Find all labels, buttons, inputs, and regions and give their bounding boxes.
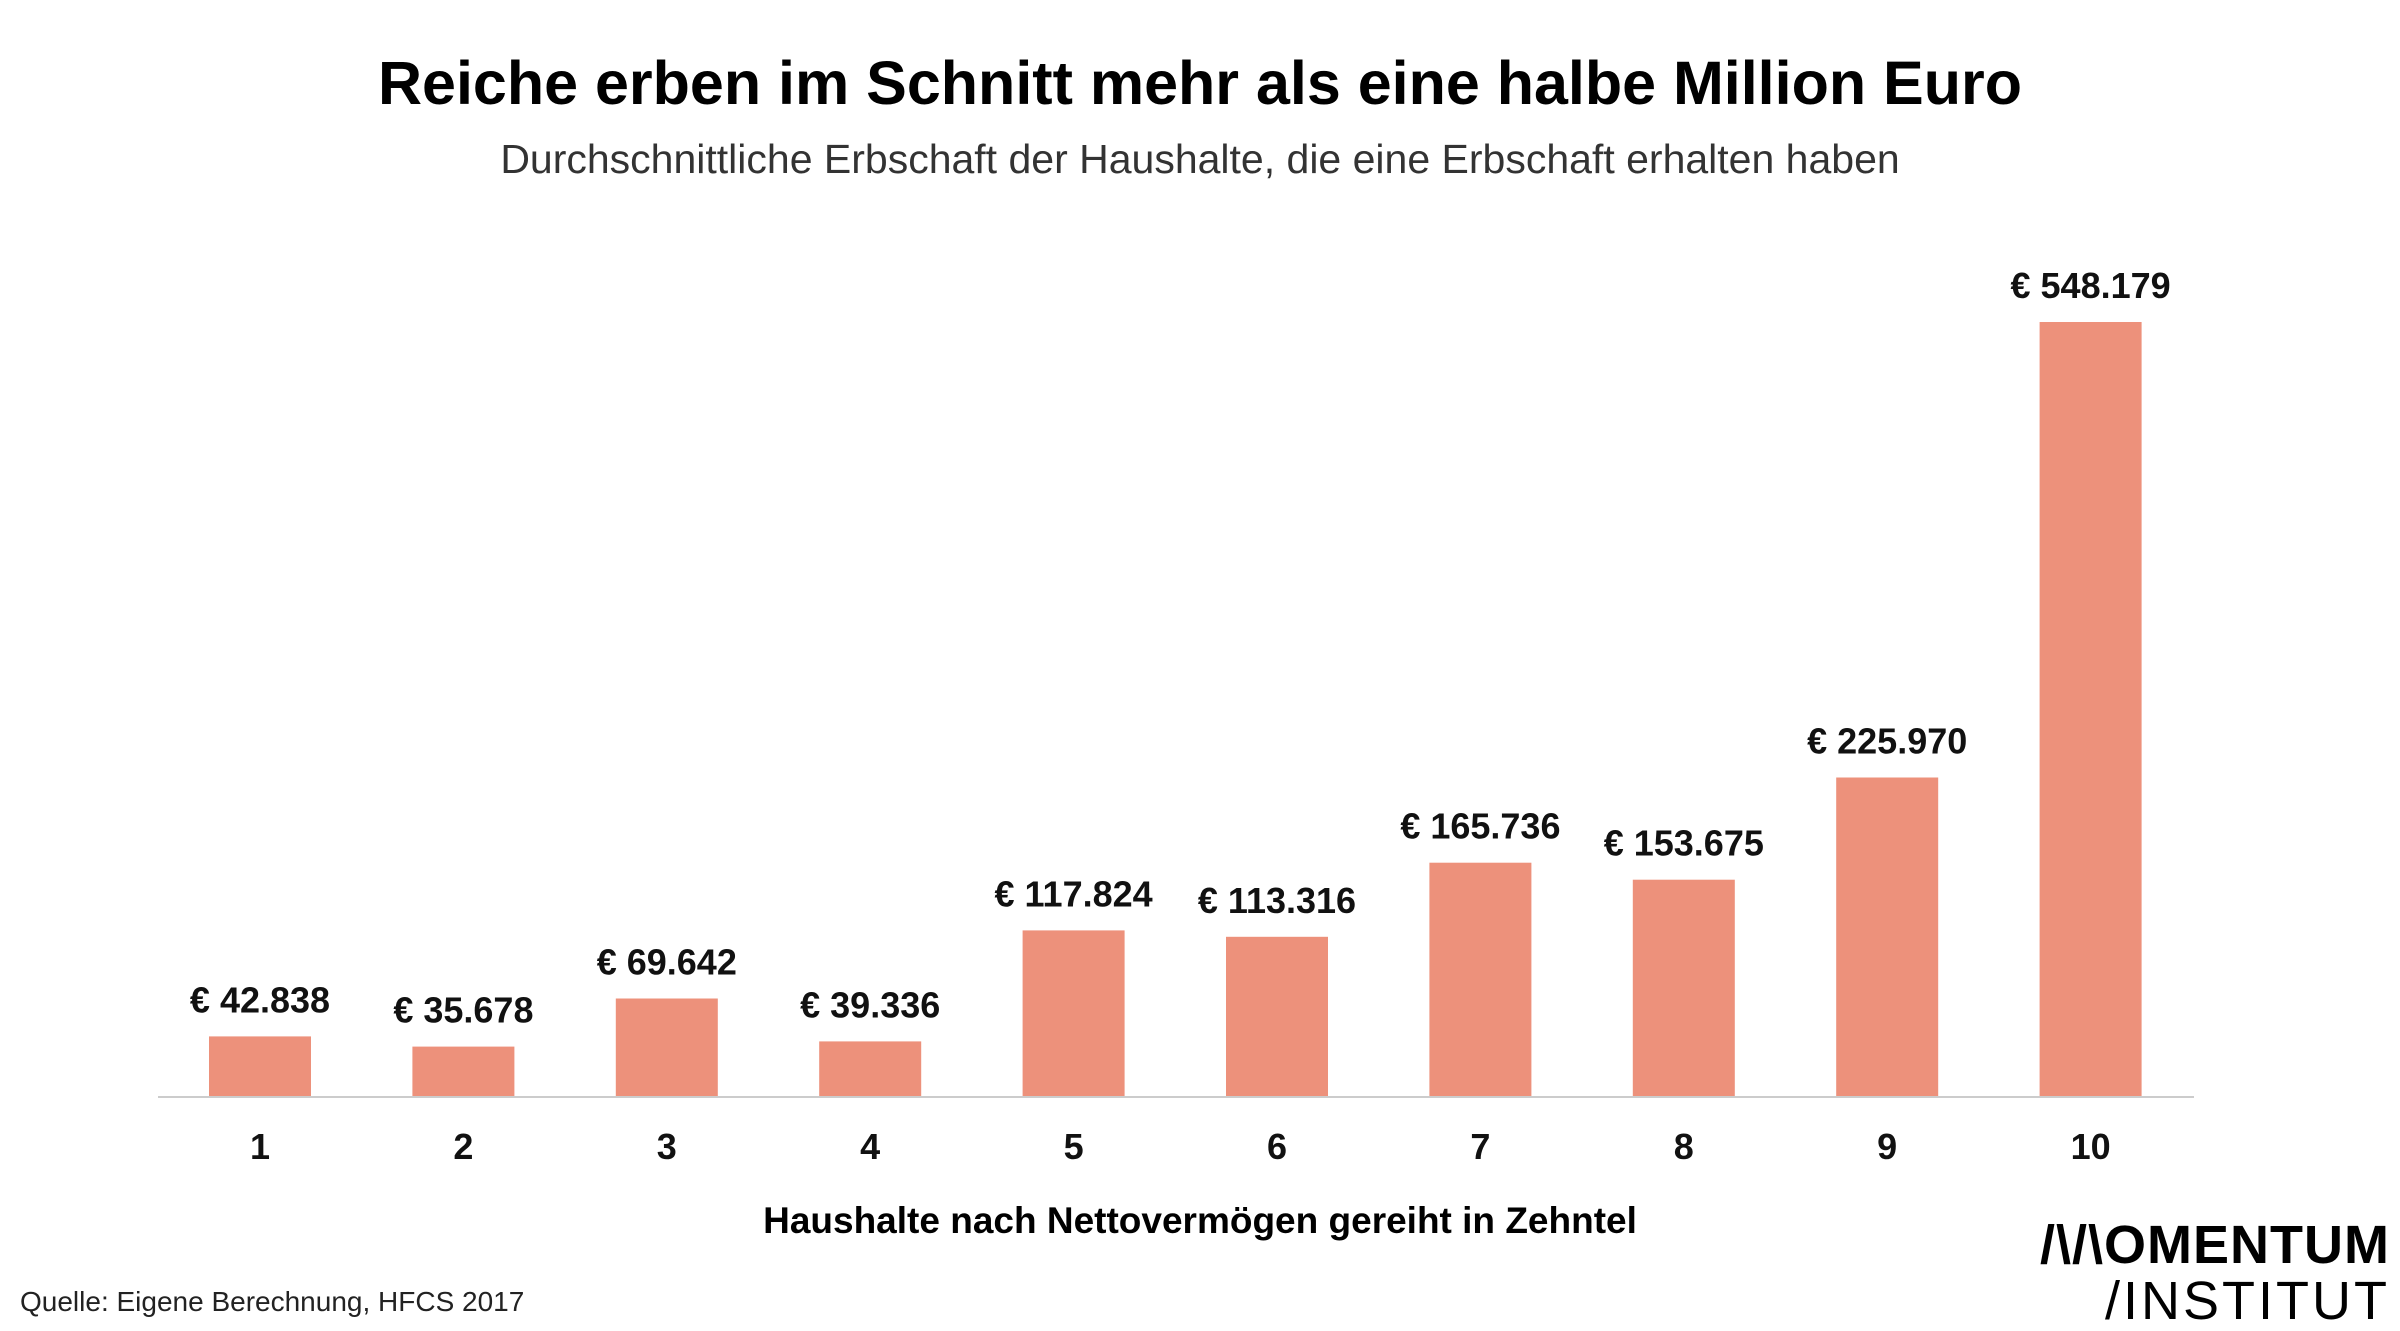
- bar-9: [1836, 777, 1939, 1097]
- bar-2: [412, 1046, 515, 1097]
- bar-7: [1429, 862, 1532, 1097]
- x-tick-3: 3: [657, 1126, 677, 1167]
- x-tick-9: 9: [1877, 1126, 1897, 1167]
- logo-line-2: /INSTITUT: [2105, 1271, 2390, 1331]
- data-label-6: € 113.316: [1198, 880, 1356, 921]
- bar-6: [1226, 936, 1328, 1097]
- source-note: Quelle: Eigene Berechnung, HFCS 2017: [20, 1286, 525, 1317]
- data-label-7: € 165.736: [1400, 806, 1560, 847]
- x-axis-label: Haushalte nach Nettovermögen gereiht in …: [763, 1200, 1637, 1241]
- bar-3: [615, 998, 718, 1097]
- momentum-institut-logo: /\/\OMENTUM /INSTITUT: [2040, 1218, 2390, 1328]
- bar-5: [1022, 930, 1125, 1097]
- x-tick-5: 5: [1064, 1126, 1084, 1167]
- bar-8: [1632, 879, 1735, 1097]
- chart-subtitle: Durchschnittliche Erbschaft der Haushalt…: [500, 136, 1900, 182]
- data-label-3: € 69.642: [597, 942, 737, 983]
- x-tick-1: 1: [250, 1126, 270, 1167]
- x-tick-8: 8: [1674, 1126, 1694, 1167]
- data-label-2: € 35.678: [393, 990, 533, 1031]
- data-label-10: € 548.179: [2011, 265, 2171, 306]
- data-label-9: € 225.970: [1807, 721, 1967, 762]
- logo-line-1: /\/\OMENTUM: [2040, 1215, 2390, 1275]
- data-label-5: € 117.824: [995, 873, 1153, 914]
- chart-title: Reiche erben im Schnitt mehr als eine ha…: [378, 49, 2022, 117]
- x-tick-4: 4: [860, 1126, 880, 1167]
- data-label-4: € 39.336: [800, 984, 940, 1025]
- x-tick-7: 7: [1470, 1126, 1490, 1167]
- x-tick-10: 10: [2071, 1126, 2111, 1167]
- data-label-8: € 153.675: [1604, 823, 1764, 864]
- bar-4: [819, 1041, 922, 1097]
- bars-group: € 42.838 € 35.678 € 69.642 € 39.336 € 117.82…: [190, 265, 2171, 1097]
- bar-10: [2039, 322, 2142, 1097]
- data-label-1: € 42.838: [190, 979, 330, 1020]
- x-tick-labels: 1 2 3 4 5 6 7 8 9 10: [250, 1126, 2111, 1167]
- bar-1: [209, 1036, 311, 1097]
- x-tick-2: 2: [453, 1126, 473, 1167]
- x-tick-6: 6: [1267, 1126, 1287, 1167]
